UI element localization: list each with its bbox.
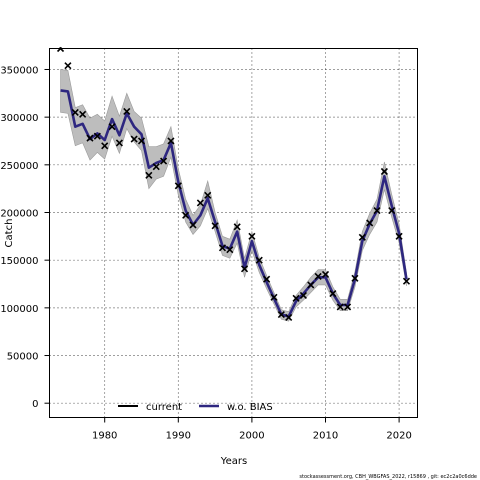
observed-point	[240, 265, 249, 273]
y-tick-label: 100000	[0, 304, 38, 315]
observed-point	[277, 310, 285, 319]
y-axis: 0 50000 100000 150000 200000 250000 300000 3500…	[0, 65, 50, 410]
x-axis: 1980 1990 2000 2010 2020	[92, 417, 412, 442]
observed-point	[218, 244, 227, 252]
observed-point	[270, 293, 278, 301]
observed-point	[211, 222, 219, 230]
observed-point	[307, 281, 315, 289]
observed-point	[86, 134, 94, 142]
observed-point	[248, 232, 256, 240]
observed-point	[108, 123, 116, 131]
observed-point	[160, 157, 168, 165]
observed-markers	[56, 46, 411, 321]
observed-point	[292, 294, 300, 302]
legend: current w.o. BIAS	[118, 402, 273, 413]
observed-point	[204, 191, 212, 199]
observed-point	[79, 110, 87, 118]
observed-point	[196, 199, 204, 207]
x-tick-label: 1990	[166, 431, 191, 442]
observed-point	[182, 211, 190, 219]
observed-point	[351, 274, 359, 282]
observed-point	[329, 289, 337, 298]
x-tick-label: 2000	[239, 431, 264, 442]
observed-point	[93, 132, 101, 140]
observed-point	[344, 303, 352, 311]
observed-point	[388, 207, 396, 215]
legend-label-wo-bias: w.o. BIAS	[227, 402, 273, 413]
observed-point	[145, 171, 153, 179]
y-tick-label: 350000	[0, 65, 38, 76]
observed-point	[189, 221, 197, 229]
y-axis-title: Catch	[4, 219, 15, 248]
y-tick-label: 300000	[0, 113, 38, 124]
observed-point	[321, 270, 330, 279]
observed-point	[174, 182, 182, 190]
observed-point	[64, 62, 72, 70]
observed-point	[263, 275, 271, 283]
observed-point	[373, 207, 381, 215]
observed-point	[358, 233, 366, 241]
y-tick-label: 250000	[0, 161, 38, 172]
observed-point	[123, 107, 131, 115]
observed-point	[130, 135, 138, 143]
footer-credit: stockassessment.org, CBH_WBGFAS_2022, r1…	[299, 474, 477, 480]
x-axis-title: Years	[220, 456, 247, 467]
observed-point	[226, 246, 234, 254]
observed-point	[115, 139, 123, 147]
plot-frame	[49, 48, 418, 418]
observed-point	[71, 108, 79, 116]
observed-point	[137, 137, 146, 145]
x-tick-label: 1980	[92, 431, 117, 442]
confidence-band	[60, 69, 407, 322]
observed-point	[101, 142, 109, 150]
series-line-wo-bias	[60, 89, 408, 318]
observed-point	[314, 272, 322, 280]
observed-point	[285, 313, 293, 321]
observed-point	[402, 277, 411, 285]
observed-point	[233, 223, 241, 231]
observed-point	[152, 163, 160, 171]
observed-point	[366, 219, 374, 227]
observed-point	[255, 256, 263, 264]
y-tick-label: 0	[32, 399, 38, 410]
y-tick-label: 50000	[7, 352, 39, 363]
x-tick-label: 2010	[313, 431, 338, 442]
observed-point	[336, 303, 344, 311]
legend-label-current: current	[146, 402, 182, 413]
observed-point	[299, 291, 307, 300]
observed-point	[395, 232, 403, 240]
y-tick-label: 200000	[0, 209, 38, 220]
x-tick-label: 2020	[386, 431, 411, 442]
y-tick-label: 150000	[0, 256, 38, 267]
observed-point	[380, 167, 388, 176]
observed-point	[167, 137, 175, 145]
